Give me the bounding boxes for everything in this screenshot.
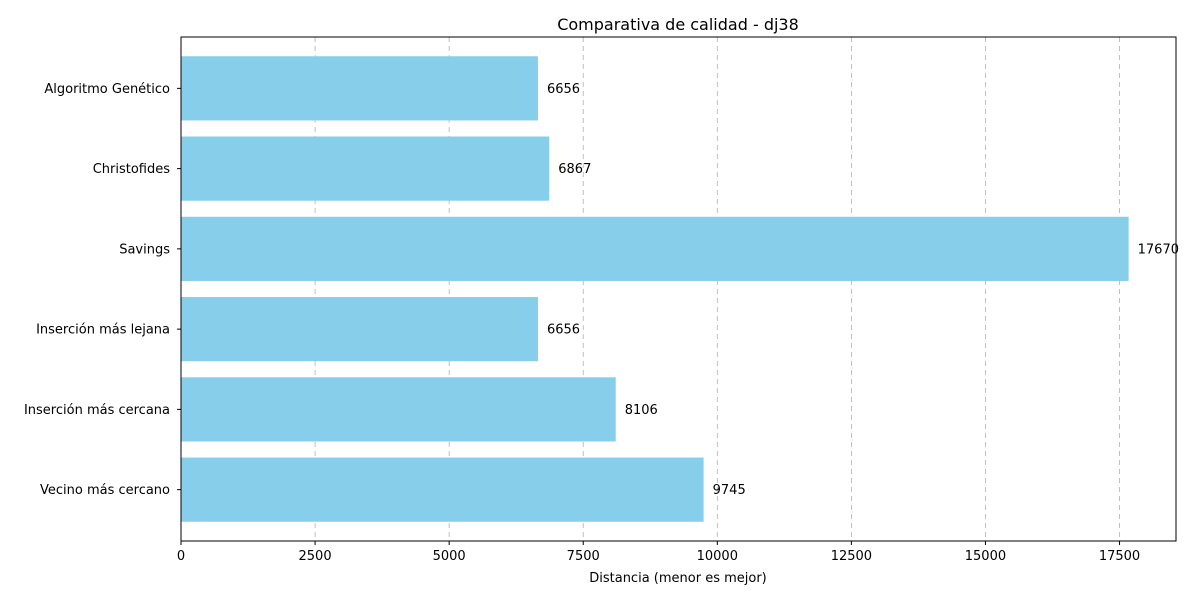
x-axis-label: Distancia (menor es mejor) xyxy=(589,571,767,586)
y-tick-label: Savings xyxy=(119,242,170,257)
y-tick-label: Inserción más cercana xyxy=(24,403,170,418)
bar-value-label: 9745 xyxy=(713,483,746,498)
bars xyxy=(181,56,1129,522)
x-tick-label: 10000 xyxy=(697,549,738,564)
y-tick-label: Christofides xyxy=(93,162,171,177)
bar xyxy=(181,136,550,201)
x-tick-label: 17500 xyxy=(1099,549,1140,564)
bar xyxy=(181,297,538,362)
y-tick-label: Algoritmo Genético xyxy=(44,82,170,97)
bar-value-label: 17670 xyxy=(1138,242,1179,257)
y-axis-ticks: Vecino más cercano Inserción más cercana I… xyxy=(24,82,181,498)
bar-value-label: 8106 xyxy=(625,403,658,418)
bar-value-label: 6656 xyxy=(547,323,580,338)
grid-lines xyxy=(314,37,1120,541)
x-tick-label: 7500 xyxy=(567,549,600,564)
y-tick-label: Vecino más cercano xyxy=(40,483,170,498)
bar xyxy=(181,216,1129,281)
bar xyxy=(181,56,538,121)
bar xyxy=(181,377,616,442)
data-labels: 9745 8106 6656 17670 6867 6656 xyxy=(547,82,1179,498)
bar-value-label: 6656 xyxy=(547,82,580,97)
y-tick-label: Inserción más lejana xyxy=(36,323,170,338)
x-tick-label: 5000 xyxy=(433,549,466,564)
x-axis-ticks: 0 2500 5000 7500 10000 12500 15000 17500 xyxy=(177,541,1140,564)
bar xyxy=(181,457,704,522)
x-tick-label: 0 xyxy=(177,549,185,564)
plot-frame xyxy=(180,36,1177,542)
bar-value-label: 6867 xyxy=(558,162,591,177)
x-tick-label: 15000 xyxy=(965,549,1006,564)
x-tick-label: 2500 xyxy=(299,549,332,564)
x-tick-label: 12500 xyxy=(831,549,872,564)
chart-title: Comparativa de calidad - dj38 xyxy=(557,15,799,34)
